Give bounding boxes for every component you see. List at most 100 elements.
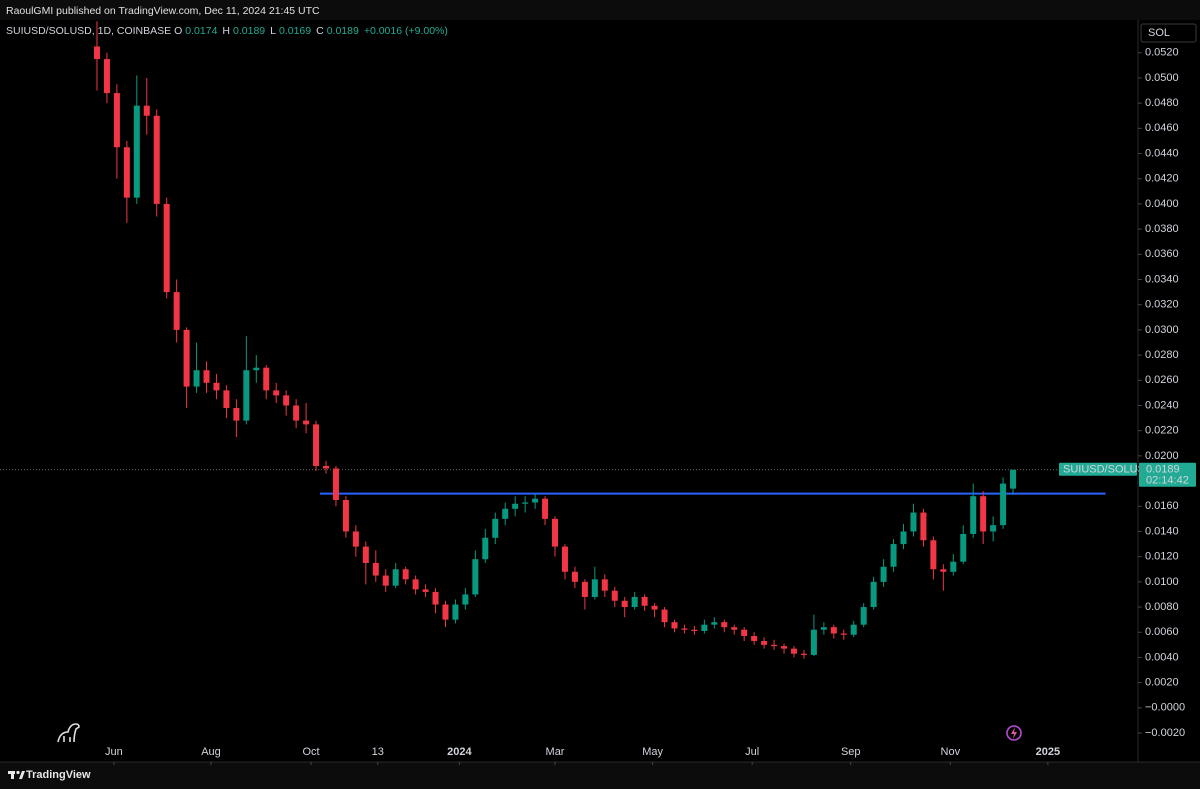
y-tick-label: 0.0420 <box>1145 173 1179 185</box>
y-tick-label: 0.0220 <box>1145 425 1179 437</box>
candle-body <box>263 367 270 391</box>
symbol-tag: SUIUSD/SOLUSD <box>1063 464 1153 476</box>
x-tick-label: Jun <box>105 746 123 758</box>
y-tick-label: 0.0360 <box>1145 248 1179 260</box>
lightning-icon <box>1006 725 1022 741</box>
candle-body <box>711 622 718 625</box>
candle-body <box>422 589 429 592</box>
candle-body <box>432 591 439 605</box>
candle-body <box>313 424 320 466</box>
y-tick-label: 0.0520 <box>1145 47 1179 59</box>
candle-body <box>342 499 349 532</box>
candle-body <box>880 566 887 582</box>
candle-body <box>253 367 260 371</box>
y-tick-label: 0.0480 <box>1145 97 1179 109</box>
x-tick-label: Aug <box>201 746 221 758</box>
ohlc-key: H <box>222 25 231 37</box>
x-tick-label: May <box>642 746 663 758</box>
candle-body <box>362 546 369 563</box>
candle-body <box>412 579 419 590</box>
countdown: 02:14:42 <box>1146 475 1189 487</box>
candle-body <box>1000 483 1007 526</box>
currency-box <box>1140 23 1197 43</box>
candle-body <box>870 581 877 608</box>
candle-body <box>581 581 588 597</box>
candle-body <box>661 609 668 623</box>
candle-body <box>382 575 389 586</box>
candle-body <box>860 607 867 625</box>
y-tick-label: 0.0280 <box>1145 349 1179 361</box>
ohlc-value: 0.0169 <box>278 25 312 37</box>
candle-body <box>591 579 598 597</box>
y-tick-label: 0.0040 <box>1145 651 1179 663</box>
x-tick-label: Nov <box>941 746 961 758</box>
candle-body <box>621 600 628 608</box>
x-tick-label: Mar <box>546 746 565 758</box>
y-tick-label: 0.0400 <box>1145 198 1179 210</box>
candle-body <box>631 596 638 608</box>
currency: SOL <box>1148 27 1170 39</box>
footer-brand: TradingView <box>26 769 91 781</box>
y-tick-label: 0.0240 <box>1145 399 1179 411</box>
candle-body <box>990 525 997 532</box>
candle-body <box>850 624 857 635</box>
symbol-legend: SUIUSD/SOLUSD, 1D, COINBASE O 0.0174 H 0.018… <box>6 25 453 37</box>
y-tick-label: 0.0080 <box>1145 601 1179 613</box>
y-tick-label: −0.0000 <box>1145 702 1185 714</box>
candle-body <box>651 605 658 610</box>
x-tick-label: 13 <box>372 746 384 758</box>
ohlc-key: L <box>270 25 276 37</box>
change: +0.0016 (+9.00%) <box>363 25 448 37</box>
candle-body <box>492 518 499 538</box>
x-tick-label: Sep <box>841 746 861 758</box>
candle-body <box>183 329 190 387</box>
candle-body <box>761 641 768 645</box>
ohlc-key: O <box>174 25 183 37</box>
candle-body <box>93 46 100 60</box>
candle-body <box>332 468 339 500</box>
candle-body <box>293 405 300 421</box>
y-tick-label: 0.0020 <box>1145 677 1179 689</box>
y-tick-label: 0.0160 <box>1145 500 1179 512</box>
x-tick-label: 2024 <box>447 746 472 758</box>
candle-body <box>283 395 290 406</box>
candle-body <box>442 604 449 620</box>
candle-body <box>1010 469 1017 489</box>
y-tick-label: 0.0460 <box>1145 122 1179 134</box>
candle-body <box>810 629 817 655</box>
y-tick-label: 0.0300 <box>1145 324 1179 336</box>
plot-area <box>0 20 1138 762</box>
candle-body <box>103 59 110 94</box>
candle-body <box>243 370 250 421</box>
candle-body <box>900 531 907 545</box>
x-tick-label: Oct <box>302 746 319 758</box>
price-tag-box <box>1139 462 1196 487</box>
candle-body <box>641 596 648 606</box>
candle-body <box>771 644 778 647</box>
candle-body <box>133 105 140 198</box>
candle-body <box>113 93 120 148</box>
candle-body <box>731 627 738 630</box>
candle-body <box>691 629 698 631</box>
y-tick-label: 0.0200 <box>1145 450 1179 462</box>
candle-body <box>542 498 549 519</box>
candle-body <box>930 540 937 570</box>
y-tick-label: 0.0380 <box>1145 223 1179 235</box>
y-tick-label: 0.0100 <box>1145 576 1179 588</box>
candle-body <box>512 503 519 509</box>
y-tick-label: 0.0140 <box>1145 525 1179 537</box>
candle-body <box>372 562 379 576</box>
y-tick-label: 0.0260 <box>1145 374 1179 386</box>
candle-body <box>960 533 967 562</box>
candle-body <box>721 622 728 628</box>
candle-body <box>980 496 987 532</box>
candle-body <box>781 646 788 649</box>
candle-body <box>940 569 947 572</box>
candle-body <box>123 147 130 198</box>
y-tick-label: 0.0500 <box>1145 72 1179 84</box>
ohlc-value: 0.0189 <box>326 25 359 37</box>
candle-body <box>352 531 359 547</box>
publisher: RaoulGMI published on TradingView.com, D… <box>6 5 320 17</box>
candle-body <box>402 569 409 580</box>
